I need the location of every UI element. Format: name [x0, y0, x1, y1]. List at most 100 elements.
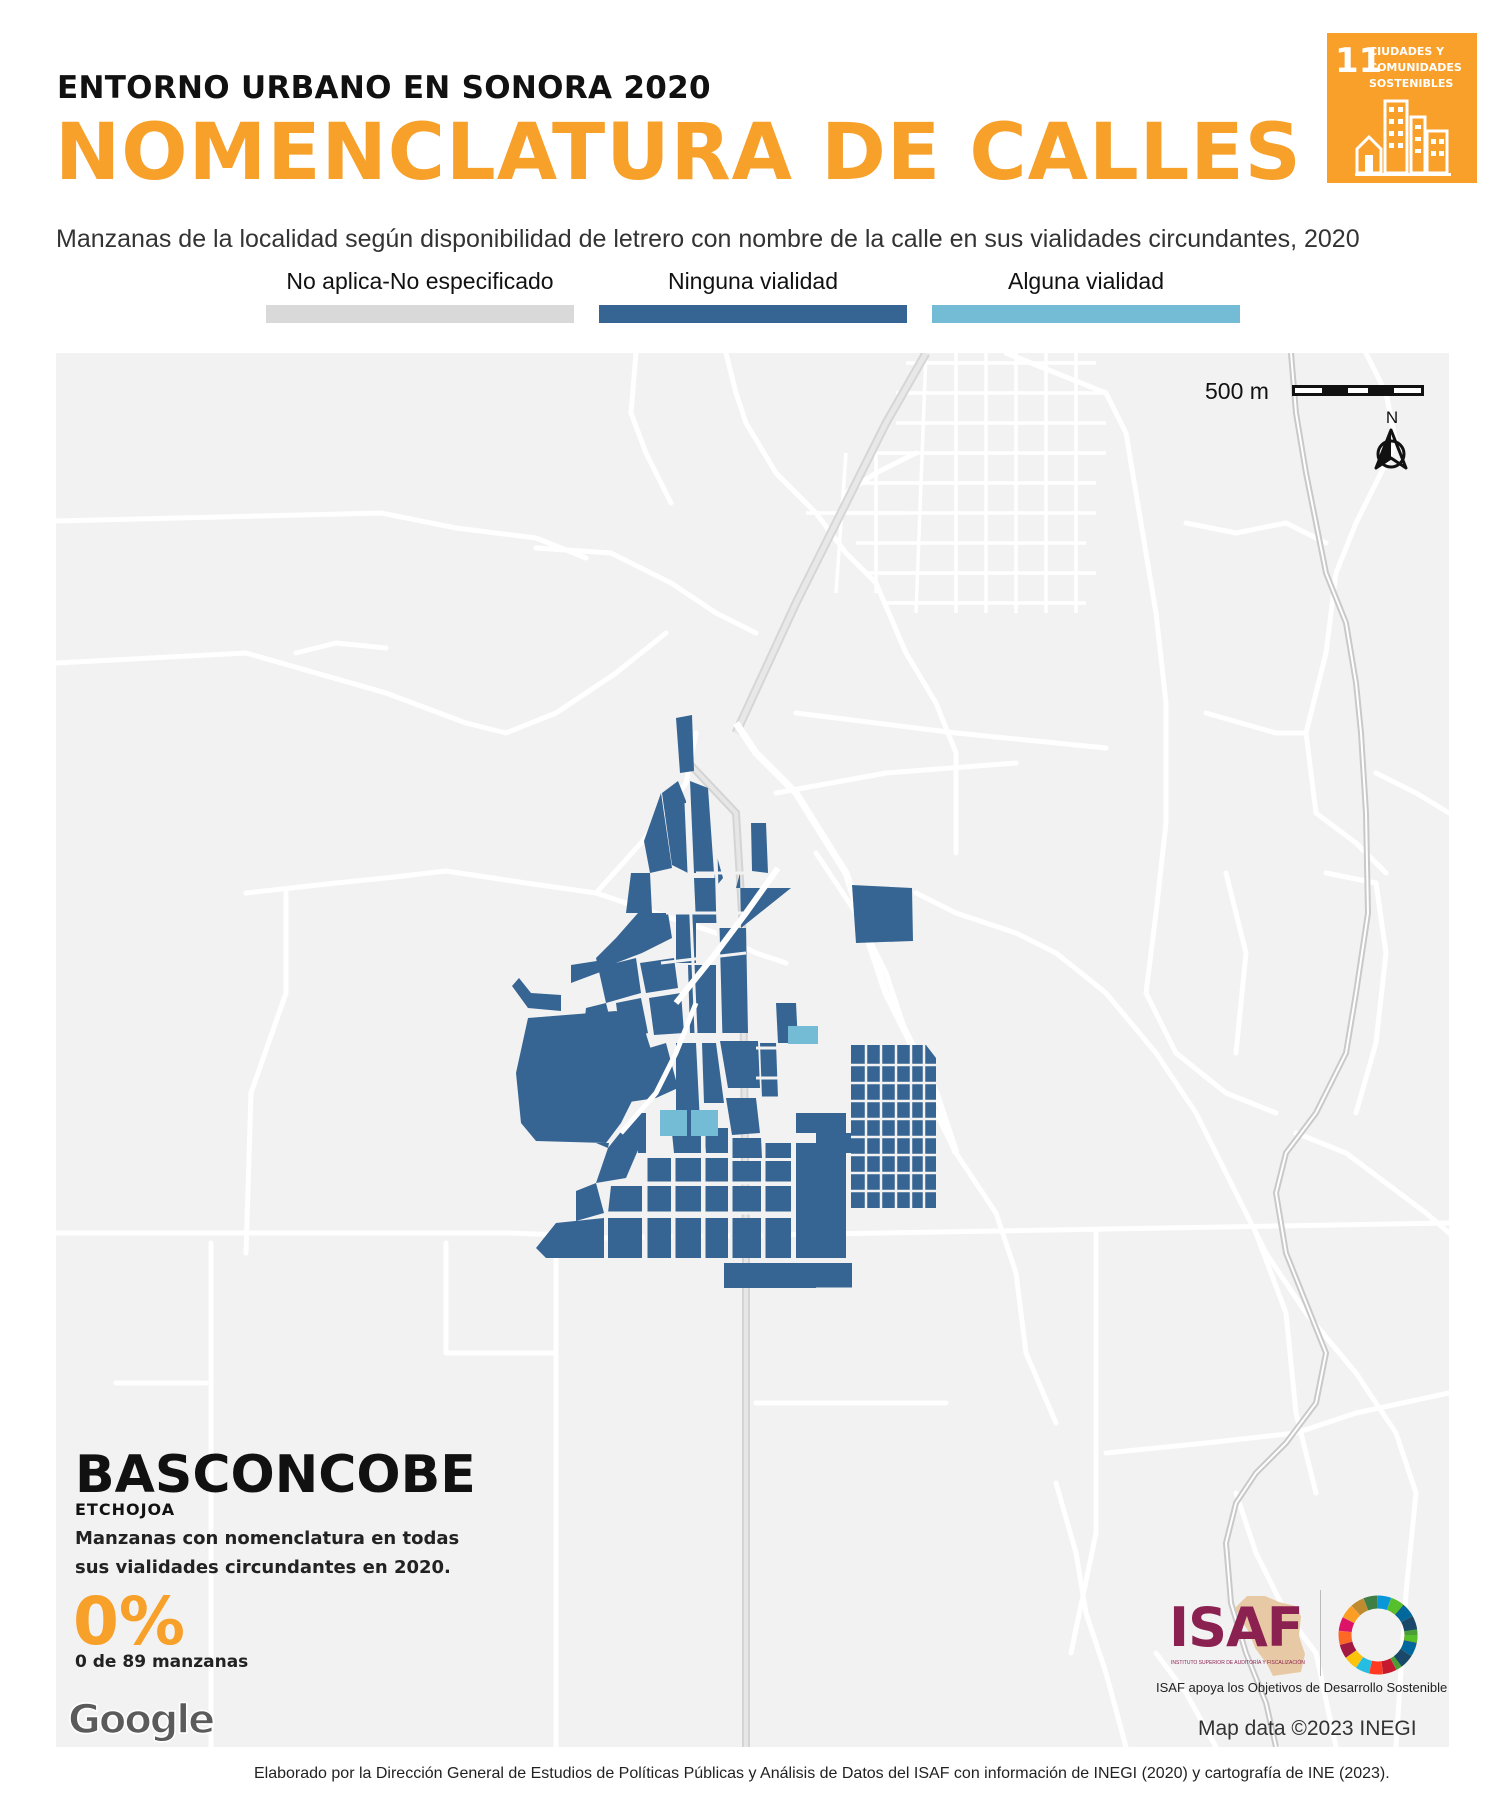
- map-canvas[interactable]: [56, 353, 1449, 1747]
- block: [649, 993, 684, 1035]
- block: [764, 1218, 791, 1258]
- block: [736, 873, 791, 928]
- block: [764, 1161, 791, 1183]
- block: [764, 1143, 791, 1158]
- sdg-number: 11: [1335, 41, 1383, 81]
- legend-item-ninguna: Ninguna vialidad: [599, 268, 907, 323]
- google-logo: Google: [67, 1696, 216, 1744]
- block: [640, 958, 678, 993]
- sonora-map-icon: [1235, 1596, 1305, 1676]
- block: [676, 715, 694, 773]
- southeast-grid-block: [851, 1045, 936, 1208]
- legend-label: Ninguna vialidad: [667, 268, 839, 294]
- block: [702, 1043, 724, 1103]
- block: [596, 1143, 609, 1148]
- block: [760, 1043, 778, 1098]
- block: [662, 781, 688, 873]
- municipality-name: ETCHOJOA: [75, 1500, 176, 1519]
- sdg-wheel-icon: [1338, 1595, 1418, 1675]
- block: [796, 1113, 846, 1133]
- block: [616, 913, 672, 963]
- block: [751, 823, 768, 873]
- scale-label: 500 m: [1205, 378, 1269, 404]
- block: [676, 1043, 700, 1123]
- legend-item-alguna: Alguna vialidad: [932, 268, 1240, 323]
- locality-name: BASCONCOBE: [75, 1445, 476, 1505]
- footer-credit: Elaborado por la Dirección General de Es…: [254, 1765, 1390, 1782]
- block: [636, 1113, 646, 1153]
- block: [674, 1218, 701, 1258]
- north-arrow: N: [1370, 408, 1412, 479]
- header-kicker: ENTORNO URBANO EN SONORA 2020: [57, 70, 711, 106]
- indicator-percent: 0%: [73, 1583, 186, 1660]
- block: [596, 1113, 641, 1183]
- block: [851, 1045, 936, 1208]
- legend-swatch: [599, 305, 907, 323]
- block: [516, 1011, 652, 1143]
- isaf-caption: ISAF apoya los Objetivos de Desarrollo S…: [1156, 1680, 1448, 1695]
- block: [704, 1158, 728, 1183]
- block: [691, 1110, 718, 1136]
- block: [690, 781, 714, 873]
- block: [852, 885, 913, 943]
- block: [660, 1110, 687, 1136]
- blocks-alguna-vialidad: [660, 1026, 818, 1136]
- locality-road: [619, 1002, 699, 1135]
- sdg-label-line: COMUNIDADES: [1369, 61, 1462, 74]
- block: [608, 1186, 642, 1213]
- block: [724, 1263, 852, 1288]
- canal-highlight: [1224, 353, 1370, 1747]
- block: [571, 958, 616, 983]
- isaf-wordmark: ISAF: [1169, 1596, 1304, 1659]
- block: [704, 1186, 728, 1213]
- block: [626, 873, 652, 913]
- indicator-description: Manzanas con nomenclatura en todas sus v…: [75, 1528, 460, 1578]
- scale-bar: [1292, 385, 1424, 396]
- block: [536, 1218, 604, 1258]
- block: [576, 1183, 604, 1221]
- sdg-11-badge: 11 CIUDADES Y COMUNIDADES SOSTENIBLES: [1327, 33, 1477, 183]
- block: [512, 978, 561, 1011]
- block: [726, 1098, 760, 1135]
- sdg-label: CIUDADES Y COMUNIDADES SOSTENIBLES: [1369, 44, 1462, 92]
- isaf-fine-print: INSTITUTO SUPERIOR DE AUDITORÍA Y FISCAL…: [1171, 1660, 1305, 1666]
- block: [764, 1186, 791, 1213]
- isaf-logo: ISAF INSTITUTO SUPERIOR DE AUDITORÍA Y F…: [1155, 1592, 1315, 1678]
- block: [720, 1041, 760, 1088]
- legend-swatch: [932, 305, 1240, 323]
- north-label: N: [1385, 408, 1399, 427]
- compass-icon: [1374, 428, 1408, 470]
- page-title: NOMENCLATURA DE CALLES: [55, 108, 1302, 198]
- block: [646, 1158, 671, 1183]
- block: [704, 1218, 728, 1258]
- block: [674, 1158, 701, 1183]
- block: [596, 938, 641, 1003]
- legend-label: Alguna vialidad: [1007, 268, 1164, 294]
- legend-swatch: [266, 305, 574, 323]
- road-network: [56, 353, 1449, 1747]
- block: [816, 1173, 846, 1188]
- block: [731, 1161, 761, 1183]
- block: [674, 1186, 701, 1213]
- city-buildings-icon: [1355, 99, 1451, 176]
- block-streets: [606, 802, 796, 1258]
- block: [731, 1138, 762, 1158]
- basemap: [56, 353, 1449, 1747]
- block: [644, 793, 672, 873]
- block: [616, 1043, 678, 1103]
- sdg-label-line: SOSTENIBLES: [1369, 77, 1454, 90]
- block: [646, 1186, 671, 1213]
- town-grid: [806, 353, 1106, 614]
- logo-divider: [1320, 1590, 1321, 1676]
- block: [731, 1218, 761, 1258]
- legend-item-no-aplica: No aplica-No especificado: [266, 268, 574, 323]
- grid-streets: [851, 1045, 936, 1208]
- sdg-label-line: CIUDADES Y: [1369, 45, 1445, 58]
- block: [788, 1026, 818, 1044]
- legend-label: No aplica-No especificado: [286, 268, 554, 294]
- block: [608, 1218, 642, 1258]
- locality-highway: [673, 866, 781, 1005]
- block: [646, 1218, 671, 1258]
- map-attribution: Map data ©2023 INEGI: [1198, 1717, 1417, 1740]
- block: [731, 1186, 761, 1213]
